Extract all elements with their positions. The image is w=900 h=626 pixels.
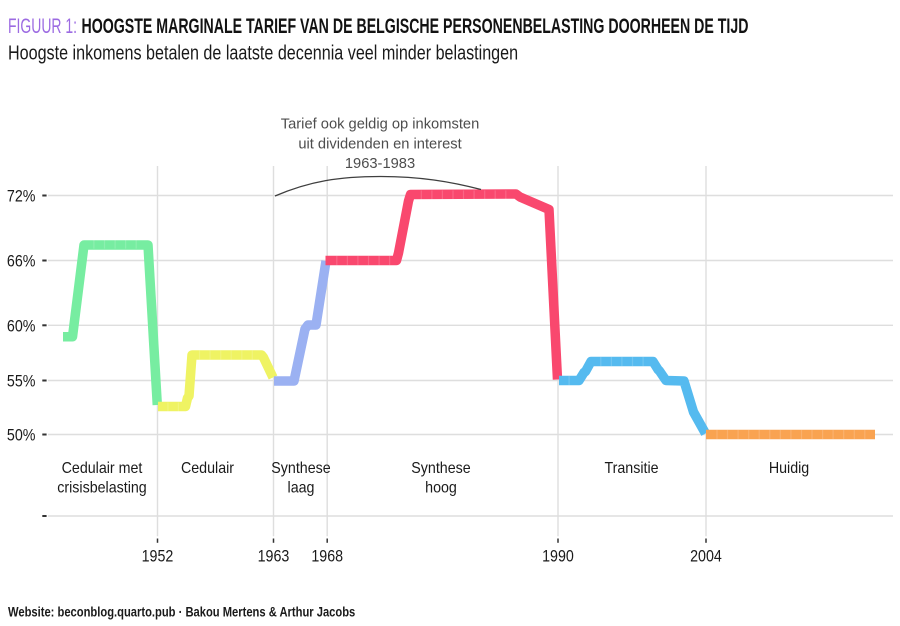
svg-text:50%: 50% [7,426,36,444]
svg-text:1968: 1968 [311,548,343,566]
svg-text:1963-1983: 1963-1983 [345,156,415,172]
svg-text:uit dividenden en interest: uit dividenden en interest [298,136,462,152]
svg-text:2004: 2004 [690,548,722,566]
svg-text:crisisbelasting: crisisbelasting [57,480,146,497]
svg-text:Cedulair met: Cedulair met [62,461,144,478]
svg-text:FIGUUR 1:: FIGUUR 1: [8,14,77,38]
svg-text:55%: 55% [7,372,36,390]
svg-text:1952: 1952 [142,548,174,566]
svg-text:laag: laag [288,480,315,497]
svg-text:hoog: hoog [425,480,457,497]
svg-text:Synthese: Synthese [411,461,470,478]
svg-text:Tarief ook geldig op inkomsten: Tarief ook geldig op inkomsten [281,116,479,132]
svg-text:Synthese: Synthese [271,461,330,478]
svg-text:Hoogste inkomens betalen de la: Hoogste inkomens betalen de laatste dece… [8,42,518,64]
svg-text:60%: 60% [7,317,36,335]
svg-text:66%: 66% [7,252,36,270]
svg-text:72%: 72% [7,187,36,205]
svg-text:Huidig: Huidig [769,461,809,478]
svg-text:1963: 1963 [258,548,290,566]
svg-text:Transitie: Transitie [604,461,658,478]
svg-text:HOOGSTE MARGINALE TARIEF VAN D: HOOGSTE MARGINALE TARIEF VAN DE BELGISCH… [82,14,749,37]
svg-text:Website: beconblog.quarto.pub: Website: beconblog.quarto.pub · Bakou Me… [8,604,355,619]
svg-text:Cedulair: Cedulair [181,461,234,478]
svg-text:1990: 1990 [542,548,574,566]
